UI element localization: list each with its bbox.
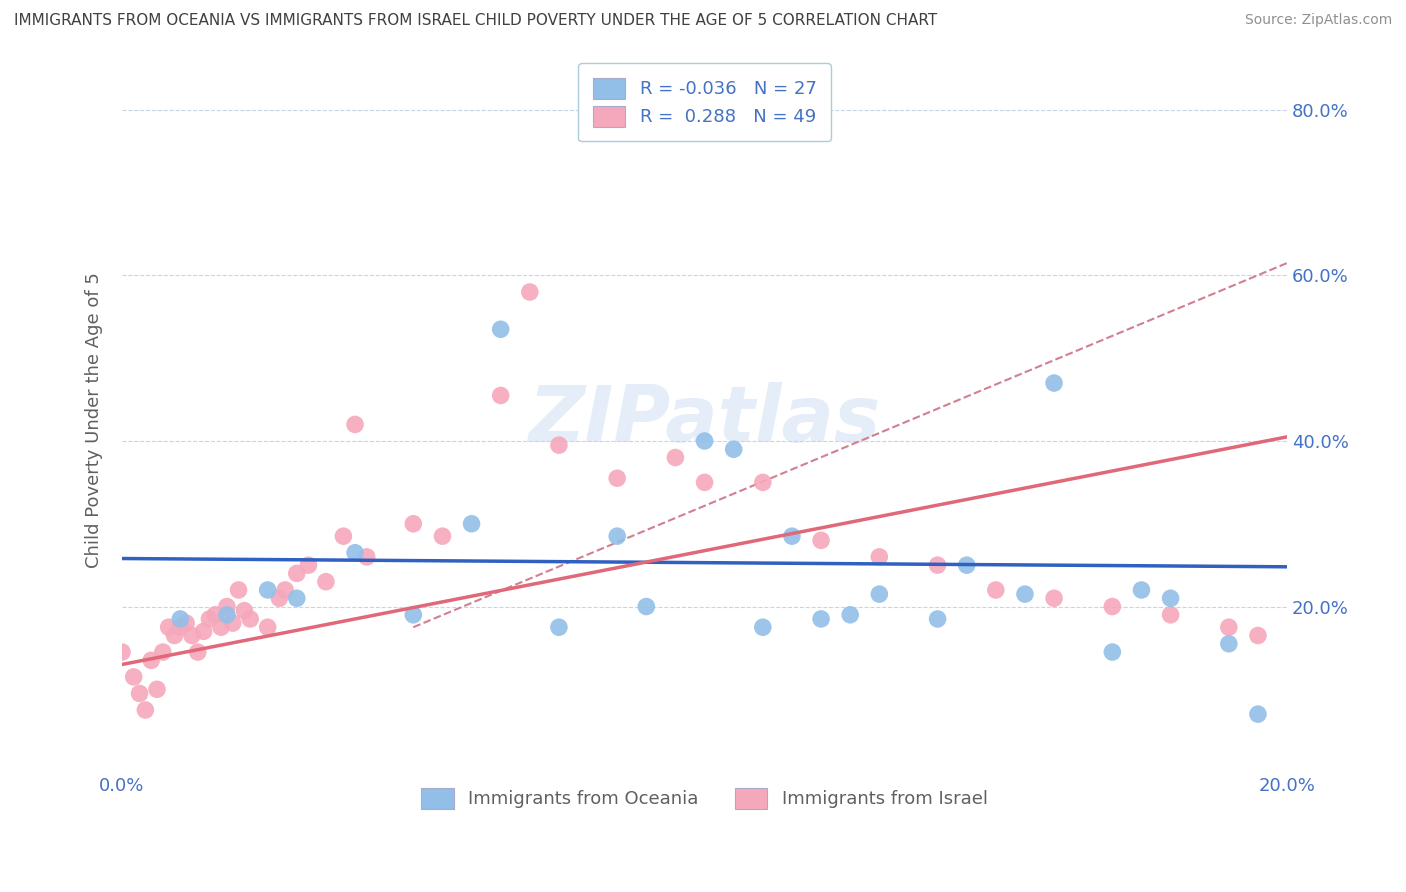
Point — [285, 591, 308, 606]
Point — [209, 620, 232, 634]
Point — [693, 475, 716, 490]
Point — [927, 558, 949, 573]
Point — [285, 566, 308, 581]
Point — [460, 516, 482, 531]
Point — [752, 620, 775, 634]
Point — [356, 549, 378, 564]
Point — [315, 574, 337, 589]
Point — [134, 703, 156, 717]
Point — [128, 686, 150, 700]
Point — [1218, 620, 1240, 634]
Text: IMMIGRANTS FROM OCEANIA VS IMMIGRANTS FROM ISRAEL CHILD POVERTY UNDER THE AGE OF: IMMIGRANTS FROM OCEANIA VS IMMIGRANTS FR… — [14, 13, 938, 29]
Point — [269, 591, 291, 606]
Point — [1218, 637, 1240, 651]
Point — [1247, 628, 1270, 642]
Point — [297, 558, 319, 573]
Point — [274, 582, 297, 597]
Point — [927, 612, 949, 626]
Point — [723, 442, 745, 457]
Point — [548, 620, 571, 634]
Point — [1247, 707, 1270, 722]
Point — [636, 599, 658, 614]
Point — [1160, 607, 1182, 622]
Point — [157, 620, 180, 634]
Point — [1043, 591, 1066, 606]
Point — [489, 388, 512, 402]
Point — [169, 612, 191, 626]
Point — [181, 628, 204, 642]
Point — [839, 607, 862, 622]
Point — [193, 624, 215, 639]
Point — [1043, 376, 1066, 390]
Point — [664, 450, 686, 465]
Point — [548, 438, 571, 452]
Point — [402, 516, 425, 531]
Point — [146, 682, 169, 697]
Point — [198, 612, 221, 626]
Point — [239, 612, 262, 626]
Legend: Immigrants from Oceania, Immigrants from Israel: Immigrants from Oceania, Immigrants from… — [415, 780, 995, 816]
Text: ZIPatlas: ZIPatlas — [529, 383, 880, 458]
Point — [519, 285, 541, 299]
Point — [984, 582, 1007, 597]
Point — [1101, 599, 1123, 614]
Point — [402, 607, 425, 622]
Point — [810, 612, 832, 626]
Point — [432, 529, 454, 543]
Point — [344, 546, 367, 560]
Point — [215, 607, 238, 622]
Point — [215, 599, 238, 614]
Point — [187, 645, 209, 659]
Point — [141, 653, 163, 667]
Text: Source: ZipAtlas.com: Source: ZipAtlas.com — [1244, 13, 1392, 28]
Point — [152, 645, 174, 659]
Point — [780, 529, 803, 543]
Point — [332, 529, 354, 543]
Point — [810, 533, 832, 548]
Point — [693, 434, 716, 448]
Point — [163, 628, 186, 642]
Point — [122, 670, 145, 684]
Point — [256, 582, 278, 597]
Y-axis label: Child Poverty Under the Age of 5: Child Poverty Under the Age of 5 — [86, 272, 103, 568]
Point — [956, 558, 979, 573]
Point — [868, 587, 890, 601]
Point — [489, 322, 512, 336]
Point — [256, 620, 278, 634]
Point — [344, 417, 367, 432]
Point — [233, 604, 256, 618]
Point — [204, 607, 226, 622]
Point — [228, 582, 250, 597]
Point — [111, 645, 134, 659]
Point — [1160, 591, 1182, 606]
Point — [174, 616, 197, 631]
Point — [606, 529, 628, 543]
Point — [222, 616, 245, 631]
Point — [606, 471, 628, 485]
Point — [868, 549, 890, 564]
Point — [1014, 587, 1036, 601]
Point — [1130, 582, 1153, 597]
Point — [1101, 645, 1123, 659]
Point — [169, 620, 191, 634]
Point — [752, 475, 775, 490]
